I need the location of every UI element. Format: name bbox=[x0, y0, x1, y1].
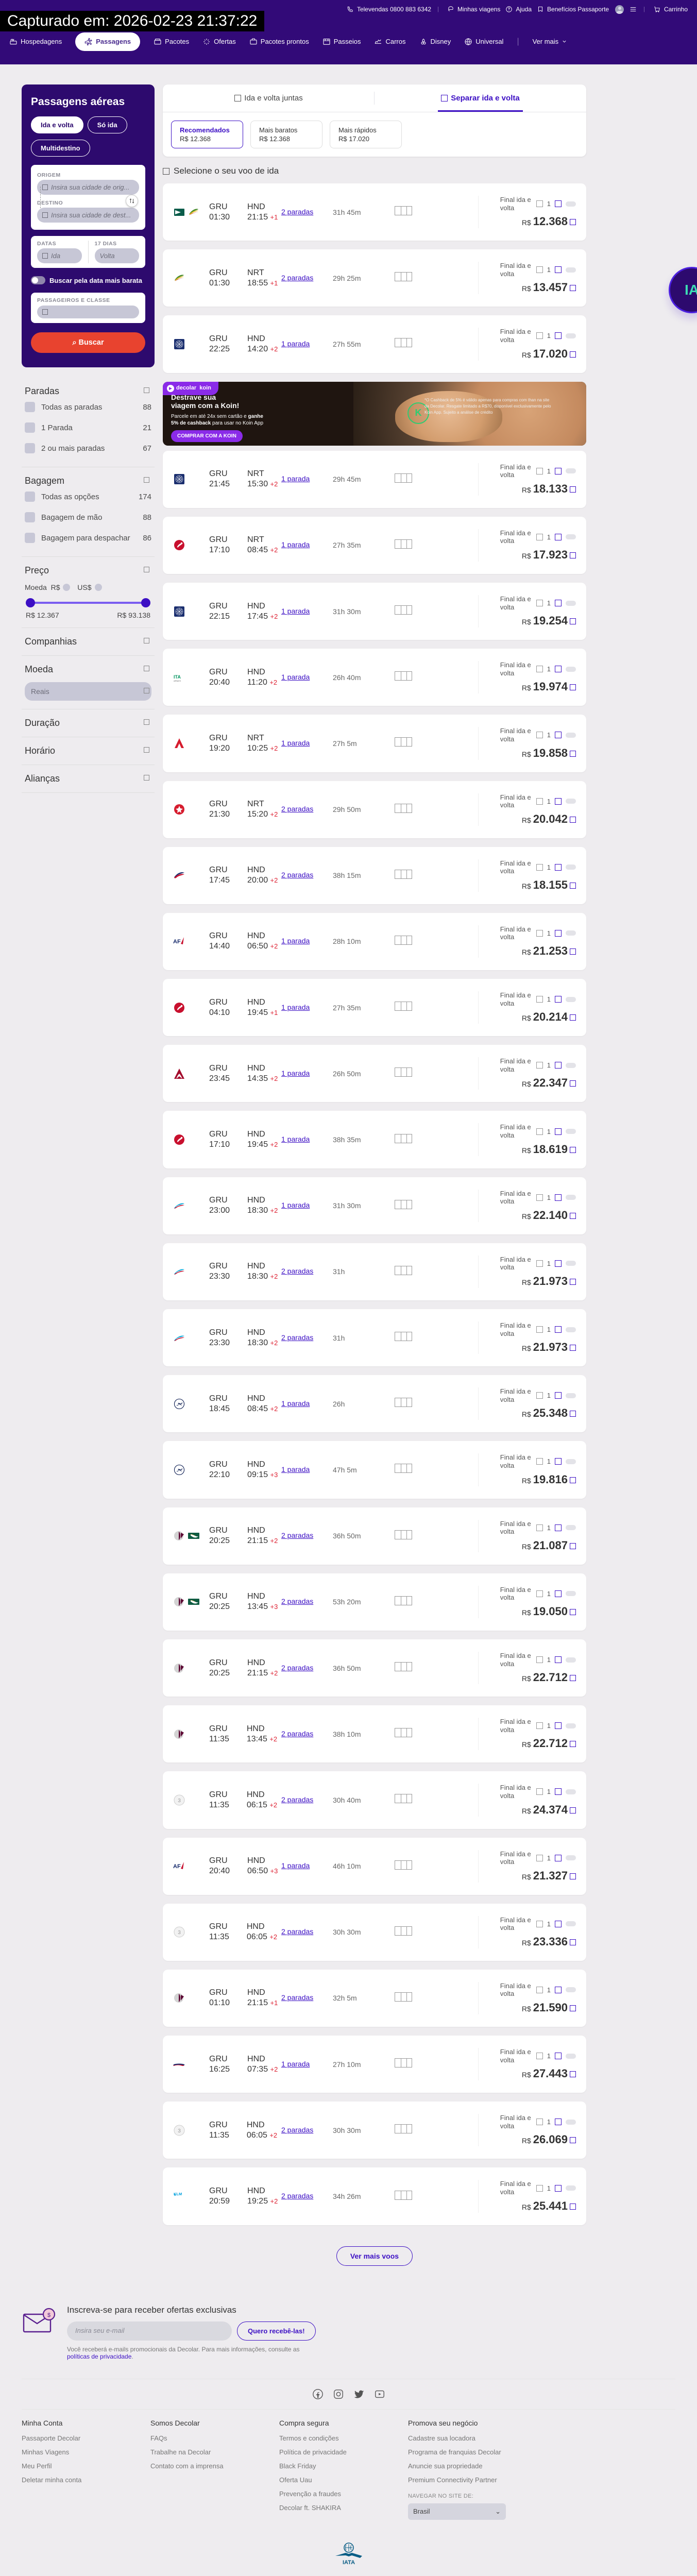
svg-text:AF: AF bbox=[173, 1863, 181, 1870]
svg-text:$: $ bbox=[47, 2312, 50, 2318]
svg-text:AIRWAYS: AIRWAYS bbox=[174, 680, 181, 682]
svg-text:3: 3 bbox=[178, 1930, 181, 1936]
svg-text:ITA: ITA bbox=[174, 674, 181, 680]
svg-text:3: 3 bbox=[178, 1798, 181, 1804]
svg-text:AF: AF bbox=[173, 939, 181, 945]
svg-text:IATA: IATA bbox=[342, 2560, 354, 2565]
svg-text:3: 3 bbox=[178, 2128, 181, 2134]
